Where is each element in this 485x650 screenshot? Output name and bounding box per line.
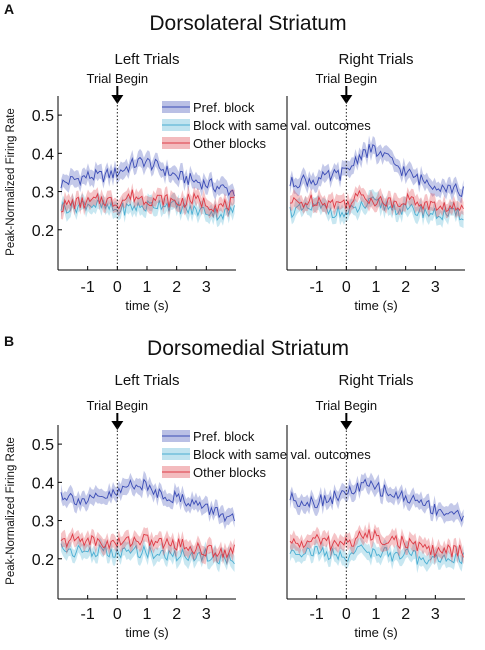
trial-begin-label: Trial Begin bbox=[316, 398, 378, 413]
series-line bbox=[289, 544, 464, 565]
x-tick-label: 2 bbox=[401, 279, 410, 296]
x-tick-label: 0 bbox=[113, 606, 122, 623]
region-title-dms: Dorsomedial Striatum bbox=[147, 337, 349, 360]
x-tick-label: -1 bbox=[310, 279, 324, 296]
series-line bbox=[60, 543, 235, 566]
y-tick-label: 0.4 bbox=[32, 146, 54, 163]
y-tick-label: 0.3 bbox=[32, 185, 54, 202]
series-line bbox=[289, 196, 464, 221]
x-tick-label: 1 bbox=[143, 279, 152, 296]
error-band bbox=[289, 135, 464, 204]
error-band bbox=[60, 536, 235, 573]
region-title-dls: Dorsolateral Striatum bbox=[149, 12, 346, 35]
legend-label: Pref. block bbox=[193, 429, 255, 444]
series-line bbox=[289, 144, 464, 198]
trial-begin-label: Trial Begin bbox=[87, 71, 149, 86]
error-band bbox=[60, 148, 235, 204]
x-axis-label: time (s) bbox=[125, 625, 168, 640]
legend-label: Pref. block bbox=[193, 100, 255, 115]
series-line bbox=[289, 478, 464, 523]
series-line bbox=[60, 532, 235, 559]
x-axis-label: time (s) bbox=[125, 298, 168, 313]
x-axis-label: time (s) bbox=[354, 625, 397, 640]
trial-begin-arrow-icon bbox=[111, 421, 124, 430]
series-line bbox=[60, 478, 235, 523]
y-tick-label: 0.5 bbox=[32, 108, 54, 125]
x-tick-label: 0 bbox=[113, 279, 122, 296]
error-band bbox=[289, 188, 464, 229]
legend-label: Block with same val. outcomes bbox=[193, 118, 371, 133]
x-tick-label: 0 bbox=[342, 606, 351, 623]
subplot-title: Left Trials bbox=[114, 372, 179, 389]
error-band bbox=[60, 470, 235, 530]
series-line bbox=[60, 189, 235, 214]
y-tick-label: 0.4 bbox=[32, 475, 54, 492]
x-tick-label: 2 bbox=[401, 606, 410, 623]
series-line bbox=[289, 189, 464, 212]
legend-label: Block with same val. outcomes bbox=[193, 447, 371, 462]
x-tick-label: 1 bbox=[372, 606, 381, 623]
legend-label: Other blocks bbox=[193, 465, 266, 480]
y-tick-label: 0.3 bbox=[32, 514, 54, 531]
x-tick-label: 1 bbox=[372, 279, 381, 296]
error-band bbox=[289, 472, 464, 528]
chart-dls-left: Left Trials Trial Begin -1 0 1 2 3 time (s) 0.2 0… bbox=[5, 51, 371, 313]
y-tick-label: 0.2 bbox=[32, 552, 54, 569]
x-tick-label: -1 bbox=[310, 606, 324, 623]
trial-begin-label: Trial Begin bbox=[316, 71, 378, 86]
x-tick-label: 3 bbox=[202, 606, 211, 623]
x-tick-label: 3 bbox=[431, 279, 440, 296]
x-tick-label: 2 bbox=[172, 606, 181, 623]
chart-dls-right: Right Trials Trial Begin -1 0 1 2 3 time (s) bbox=[286, 51, 465, 313]
x-axis-label: time (s) bbox=[354, 298, 397, 313]
subplot-title: Left Trials bbox=[114, 51, 179, 68]
panel-letter-a: A bbox=[4, 1, 14, 17]
x-tick-label: 3 bbox=[202, 279, 211, 296]
trial-begin-arrow-icon bbox=[340, 421, 353, 430]
series-line bbox=[60, 156, 235, 197]
y-axis-label: Peak-Normalized Firing Rate bbox=[5, 108, 17, 256]
x-tick-label: 2 bbox=[172, 279, 181, 296]
series-line bbox=[60, 199, 235, 221]
error-band bbox=[60, 191, 235, 228]
series-line bbox=[289, 528, 464, 558]
x-tick-label: -1 bbox=[81, 279, 95, 296]
y-tick-label: 0.2 bbox=[32, 223, 54, 240]
x-tick-label: 3 bbox=[431, 606, 440, 623]
panel-letter-b: B bbox=[4, 333, 14, 349]
x-tick-label: -1 bbox=[81, 606, 95, 623]
chart-dms-left: Left Trials Trial Begin -1 0 1 2 3 time (s) 0.2 0… bbox=[5, 372, 371, 640]
trial-begin-label: Trial Begin bbox=[87, 398, 149, 413]
error-band bbox=[289, 184, 464, 219]
chart-dms-right: Right Trials Trial Begin -1 0 1 2 3 time (s) bbox=[286, 372, 465, 640]
subplot-title: Right Trials bbox=[338, 51, 413, 68]
legend-label: Other blocks bbox=[193, 136, 266, 151]
subplot-title: Right Trials bbox=[338, 372, 413, 389]
x-tick-label: 1 bbox=[143, 606, 152, 623]
y-axis-label: Peak-Normalized Firing Rate bbox=[5, 437, 17, 585]
error-band bbox=[60, 183, 235, 220]
error-band bbox=[289, 521, 464, 565]
y-tick-label: 0.5 bbox=[32, 437, 54, 454]
x-tick-label: 0 bbox=[342, 279, 351, 296]
